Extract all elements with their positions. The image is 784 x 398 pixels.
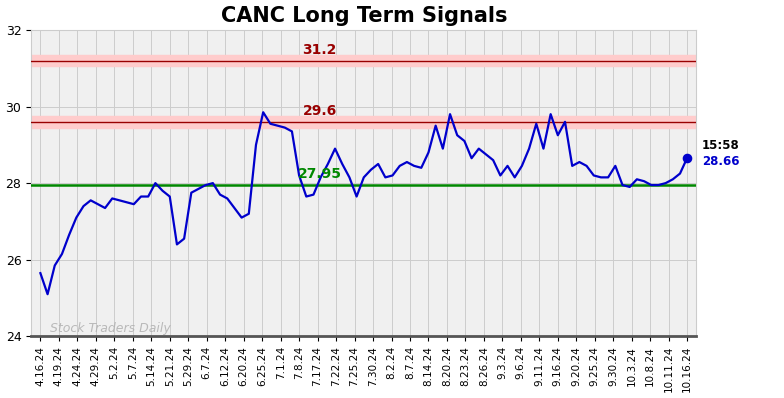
Title: CANC Long Term Signals: CANC Long Term Signals [220,6,507,25]
Text: 15:58: 15:58 [702,139,740,152]
Text: Stock Traders Daily: Stock Traders Daily [49,322,170,335]
Bar [31,116,696,128]
Text: 27.95: 27.95 [298,167,342,181]
Bar [31,55,696,66]
Point [681,155,694,161]
Text: 31.2: 31.2 [303,43,337,57]
Text: 29.6: 29.6 [303,104,337,118]
Text: 28.66: 28.66 [702,156,739,168]
